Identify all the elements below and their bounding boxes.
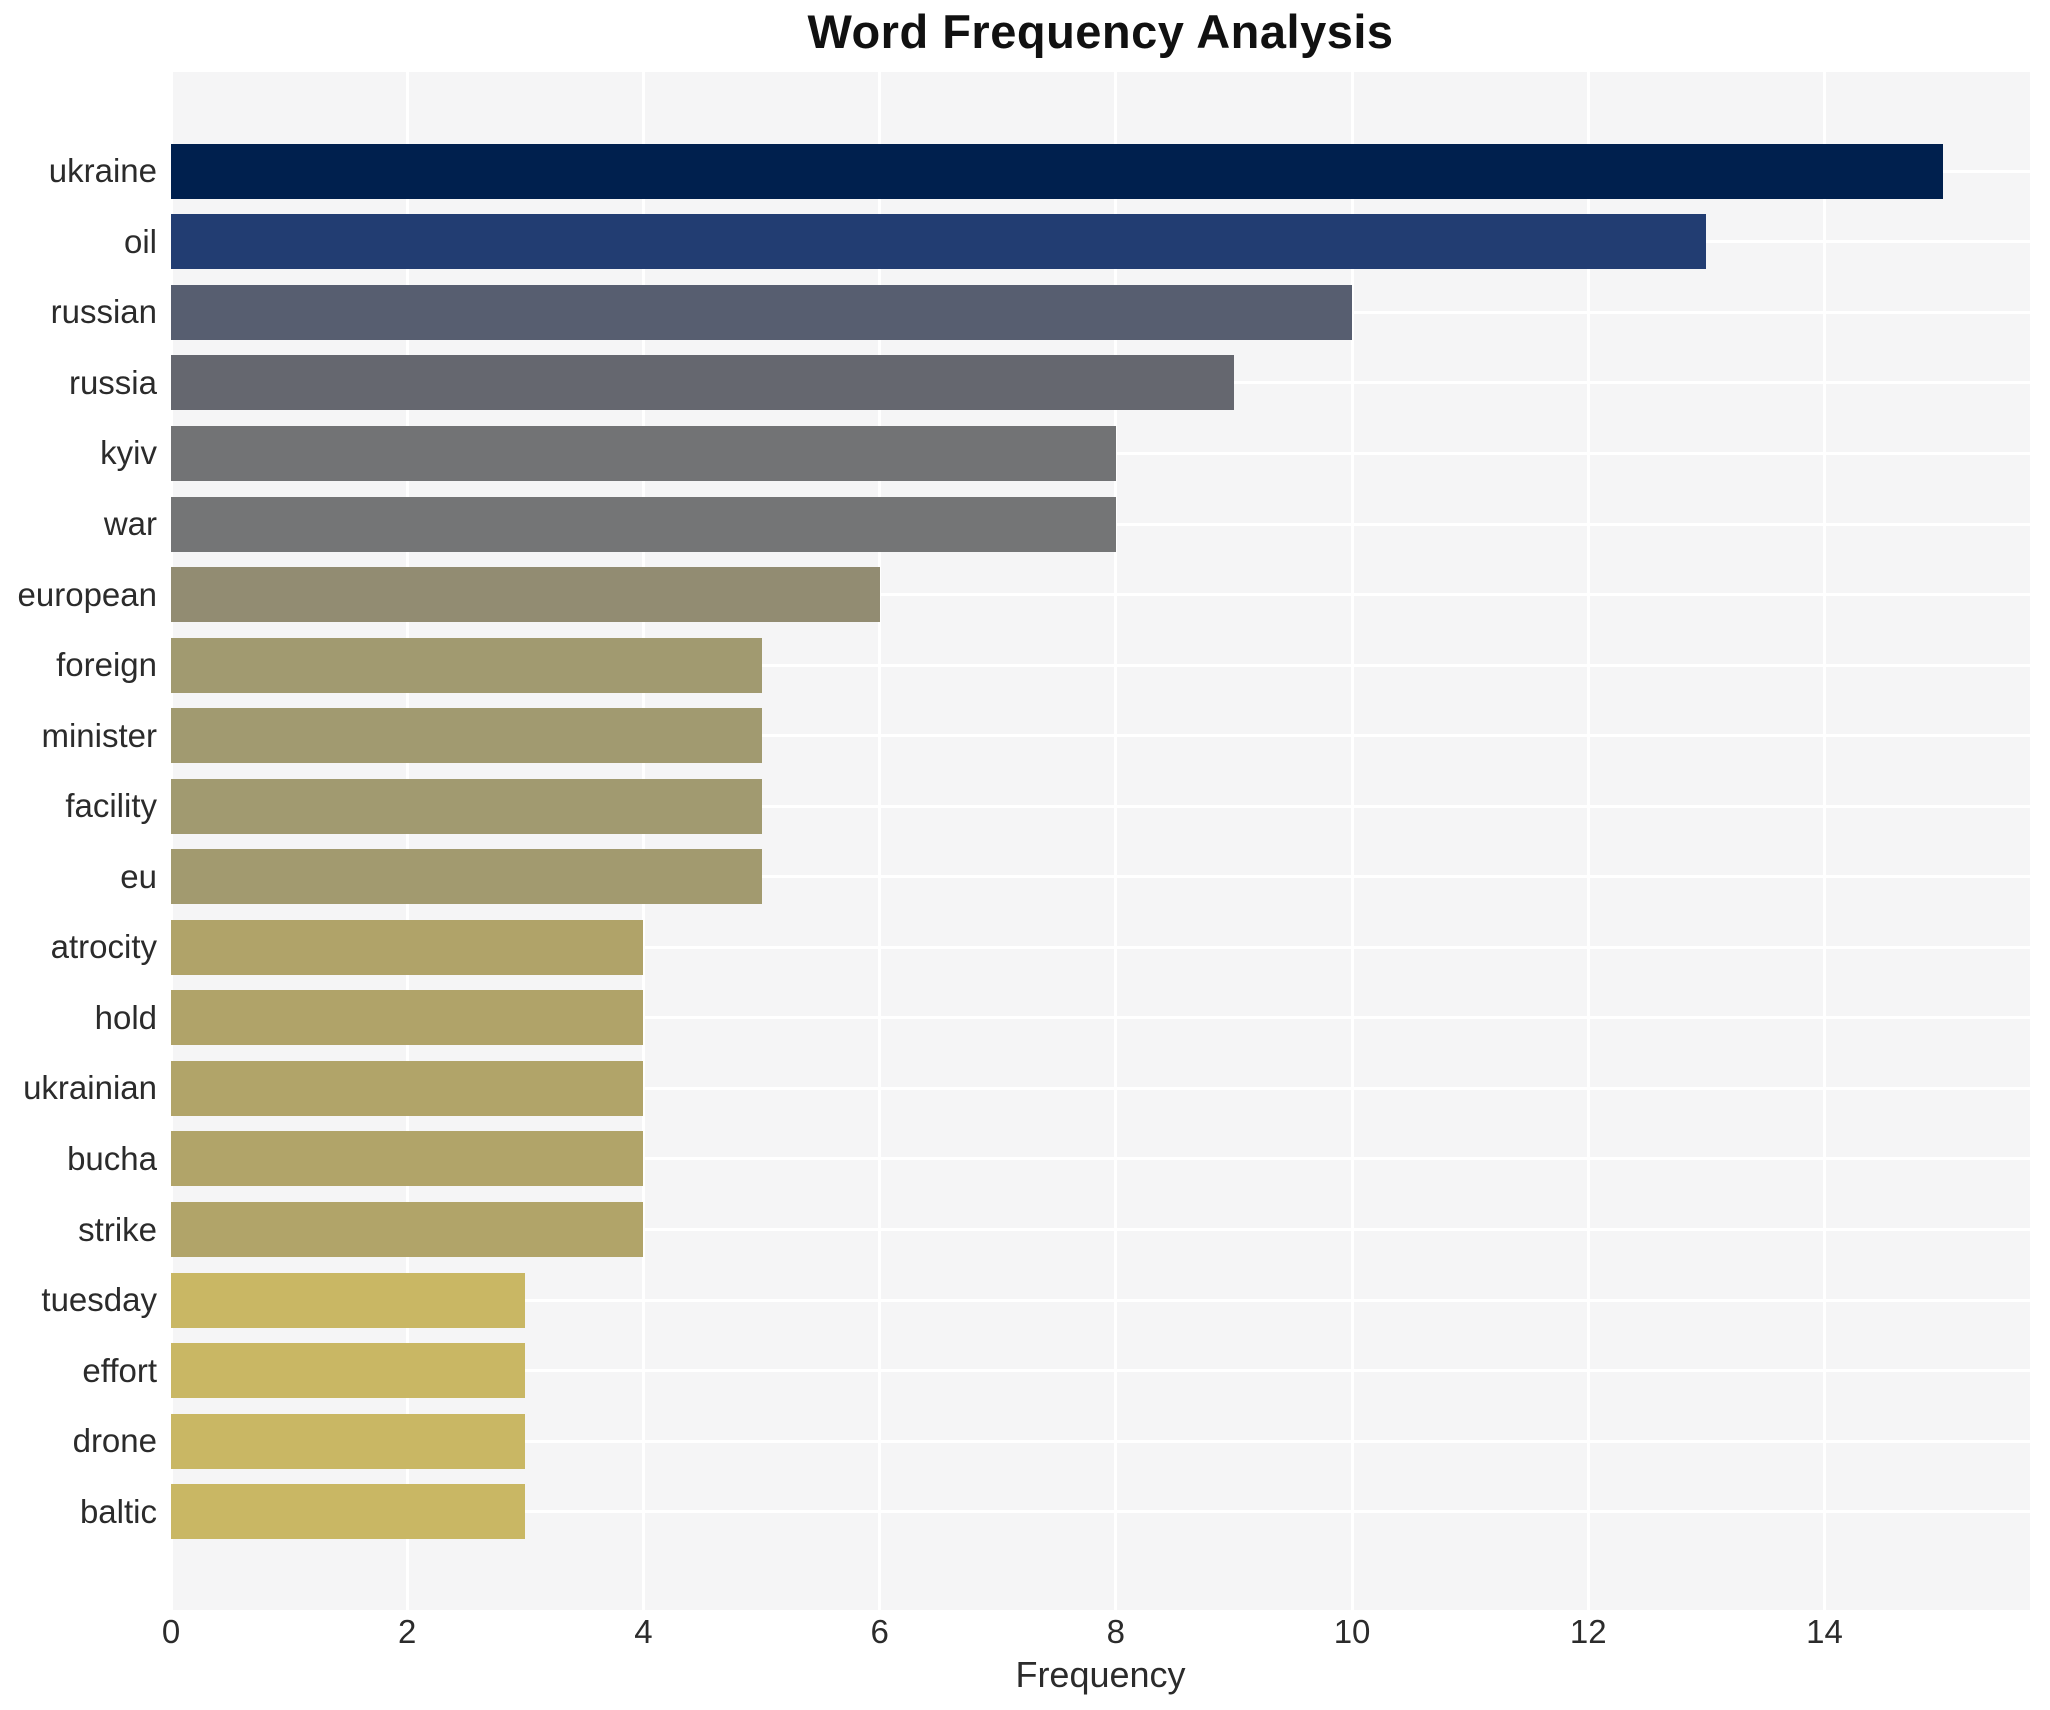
y-tick-label-oil: oil	[123, 222, 157, 260]
y-tick-label-bucha: bucha	[67, 1139, 157, 1177]
y-tick-label-war: war	[103, 505, 157, 543]
gridline-y-ukrainian	[171, 1086, 2030, 1090]
bar-war	[171, 496, 1116, 552]
bar-strike	[171, 1202, 644, 1258]
gridline-y-drone	[171, 1439, 2030, 1443]
gridline-y-strike	[171, 1228, 2030, 1232]
gridline-y-foreign	[171, 663, 2030, 667]
bar-ukrainian	[171, 1060, 644, 1116]
gridline-y-eu	[171, 875, 2030, 879]
bar-drone	[171, 1413, 526, 1469]
bar-tuesday	[171, 1272, 526, 1328]
gridline-y-effort	[171, 1369, 2030, 1373]
y-tick-label-ukrainian: ukrainian	[23, 1069, 157, 1107]
bar-baltic	[171, 1484, 526, 1540]
x-tick-label-8: 8	[1106, 1613, 1126, 1650]
y-tick-label-strike: strike	[78, 1210, 157, 1248]
bar-hold	[171, 990, 644, 1046]
gridline-y-atrocity	[171, 945, 2030, 949]
bar-russia	[171, 355, 1234, 411]
gridline-x-4	[641, 72, 645, 1610]
y-tick-label-hold: hold	[94, 998, 157, 1036]
bar-oil	[171, 214, 1707, 270]
x-tick-label-6: 6	[870, 1613, 889, 1650]
gridline-x-8	[1114, 72, 1118, 1610]
y-tick-label-baltic: baltic	[79, 1492, 157, 1530]
bar-bucha	[171, 1131, 644, 1187]
gridline-x-0	[171, 72, 173, 1610]
bar-russian	[171, 284, 1353, 340]
x-axis-title: Frequency	[1015, 1654, 1186, 1695]
bar-kyiv	[171, 425, 1116, 481]
y-tick-label-kyiv: kyiv	[100, 434, 157, 472]
bar-eu	[171, 849, 762, 905]
bar-atrocity	[171, 919, 644, 975]
gridline-x-2	[405, 72, 409, 1610]
x-tick-label-2: 2	[398, 1613, 417, 1650]
y-tick-label-foreign: foreign	[56, 646, 157, 684]
bar-foreign	[171, 637, 762, 693]
x-tick-label-10: 10	[1333, 1613, 1371, 1650]
gridline-y-baltic	[171, 1510, 2030, 1514]
y-tick-label-russian: russian	[50, 293, 157, 331]
gridline-y-hold	[171, 1016, 2030, 1020]
x-tick-label-4: 4	[634, 1613, 653, 1650]
y-tick-label-facility: facility	[65, 787, 157, 825]
gridline-x-10	[1350, 72, 1354, 1610]
y-tick-label-tuesday: tuesday	[41, 1281, 157, 1319]
y-tick-label-effort: effort	[82, 1351, 157, 1389]
bar-minister	[171, 708, 762, 764]
y-tick-label-drone: drone	[72, 1422, 157, 1460]
y-tick-label-european: european	[17, 575, 157, 613]
gridline-y-european	[171, 593, 2030, 597]
bar-european	[171, 567, 880, 623]
plot-area	[171, 72, 2030, 1610]
x-tick-label-12: 12	[1569, 1613, 1607, 1650]
gridline-x-6	[878, 72, 882, 1610]
gridline-y-minister	[171, 734, 2030, 738]
y-tick-label-ukraine: ukraine	[48, 152, 157, 190]
chart-title: Word Frequency Analysis	[807, 5, 1394, 58]
y-tick-label-minister: minister	[41, 716, 157, 754]
gridline-x-14	[1822, 72, 1826, 1610]
gridline-y-tuesday	[171, 1298, 2030, 1302]
gridline-x-12	[1586, 72, 1590, 1610]
gridline-y-bucha	[171, 1157, 2030, 1161]
gridline-y-facility	[171, 804, 2030, 808]
y-tick-label-russia: russia	[68, 363, 157, 401]
y-tick-label-eu: eu	[120, 857, 157, 895]
x-tick-label-0: 0	[161, 1613, 181, 1650]
bar-facility	[171, 778, 762, 834]
y-tick-label-atrocity: atrocity	[50, 928, 157, 966]
x-tick-label-14: 14	[1806, 1613, 1843, 1650]
bar-effort	[171, 1343, 526, 1399]
bar-ukraine	[171, 143, 1943, 199]
